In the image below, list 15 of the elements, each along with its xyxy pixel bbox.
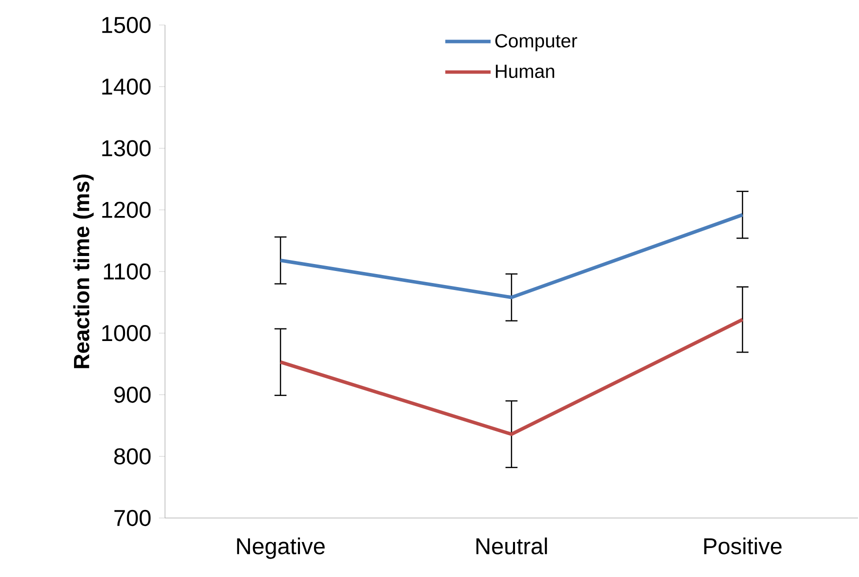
y-tick-label: 1400 [102, 78, 151, 95]
y-tick-label: 900 [114, 386, 151, 403]
x-tick-label: Positive [704, 538, 782, 554]
y-tick-label: 1200 [102, 202, 151, 218]
y-tick-label: 800 [114, 448, 151, 464]
x-tick-label: Neutral [476, 538, 547, 554]
legend-label: Human [496, 64, 554, 78]
y-tick-label: 1100 [104, 263, 151, 280]
y-tick-label: 700 [114, 510, 151, 526]
y-tick-label: 1500 [102, 16, 151, 34]
y-tick-label: 1000 [102, 325, 151, 342]
y-axis-title: Reaction time (ms) [73, 174, 94, 368]
x-tick-label: Negative [237, 538, 325, 559]
legend-label: Computer [495, 34, 578, 52]
y-tick-label: 1300 [102, 140, 151, 156]
